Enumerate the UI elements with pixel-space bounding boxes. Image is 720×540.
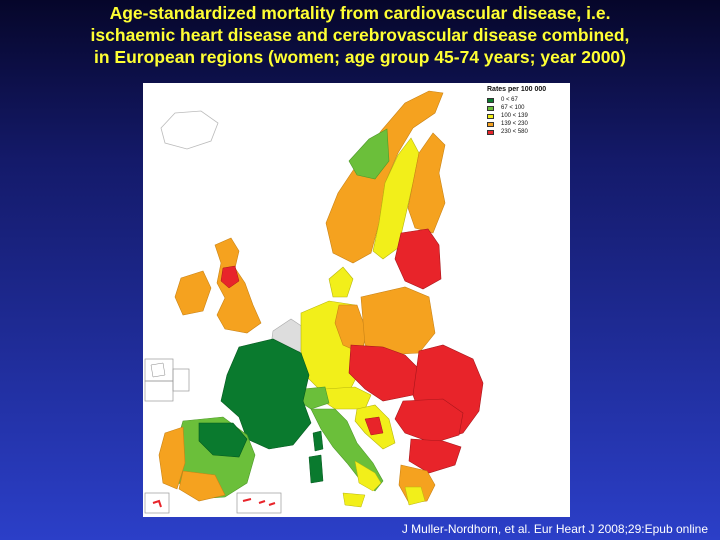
poland-region (360, 286, 436, 356)
legend-label: 67 < 100 (501, 105, 525, 111)
baltic-states-region (394, 228, 442, 290)
legend-title: Rates per 100 000 (487, 86, 547, 93)
legend-item: 139 < 230 (487, 120, 565, 128)
austria-region (322, 386, 372, 410)
legend-item: 230 < 580 (487, 128, 565, 136)
italy-south-region (354, 460, 382, 492)
legend-label: 100 < 139 (501, 113, 528, 119)
legend-swatch (487, 97, 494, 103)
corsica-region (312, 430, 324, 452)
sardinia-region (308, 454, 324, 484)
scotland-red-region (220, 265, 240, 289)
legend-label: 230 < 580 (501, 129, 528, 135)
romania-region (394, 398, 464, 444)
legend-swatch (487, 129, 494, 135)
ireland-region (174, 270, 212, 316)
europe-choropleth-map: Rates per 100 000 0 < 67 67 < 100 100 < … (143, 83, 570, 517)
overseas-insets (144, 358, 282, 514)
france-region (220, 338, 312, 450)
bulgaria-region (408, 438, 462, 474)
map-legend: Rates per 100 000 0 < 67 67 < 100 100 < … (483, 86, 565, 136)
legend-label: 0 < 67 (501, 97, 518, 103)
sicily-region (342, 492, 366, 508)
denmark-region (328, 266, 354, 298)
reunion-island (150, 362, 166, 378)
madeira-islands (152, 499, 162, 508)
legend-item: 100 < 139 (487, 112, 565, 120)
finland-region (407, 132, 446, 234)
greece-south-region (404, 486, 426, 506)
slide-title: Age-standardized mortality from cardiova… (0, 2, 720, 68)
legend-swatch (487, 105, 494, 111)
spain-north-region (198, 422, 248, 458)
spain-south-region (178, 470, 226, 502)
legend-label: 139 < 230 (501, 121, 528, 127)
slide-title-line-3: in European regions (women; age group 45… (94, 47, 626, 67)
north-sweden-region (348, 128, 390, 180)
legend-swatch (487, 113, 494, 119)
norway-region (325, 90, 444, 264)
slide-title-line-2: ischaemic heart disease and cerebrovascu… (90, 25, 630, 45)
canary-islands (242, 498, 276, 506)
source-citation: J Muller-Nordhorn, et al. Eur Heart J 20… (401, 522, 708, 536)
portugal-region (158, 426, 186, 490)
croatia-red-region (364, 416, 384, 436)
legend-swatch (487, 121, 494, 127)
map-graphic (144, 90, 484, 514)
iceland-region (160, 110, 219, 150)
slide-title-line-1: Age-standardized mortality from cardiova… (109, 3, 611, 23)
legend-item: 67 < 100 (487, 104, 565, 112)
great-britain-region (214, 237, 262, 334)
legend-item: 0 < 67 (487, 96, 565, 104)
